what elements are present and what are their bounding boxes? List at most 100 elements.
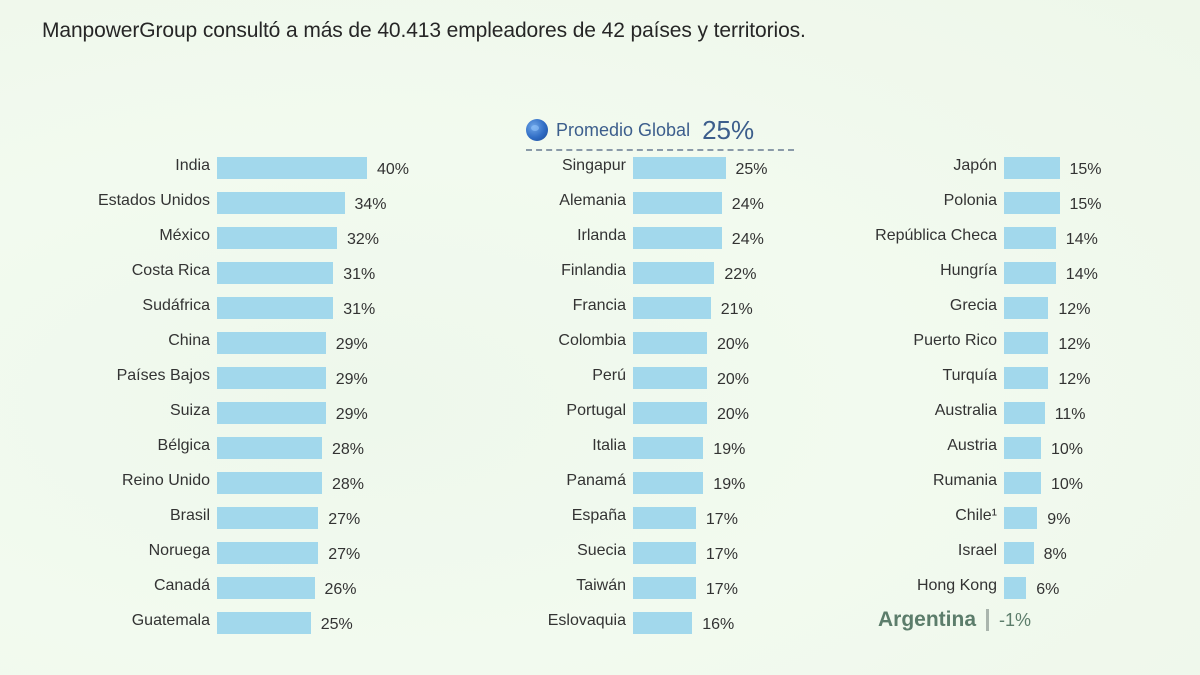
argentina-bar xyxy=(986,609,990,631)
value-label: 12% xyxy=(1058,336,1091,353)
bar xyxy=(633,542,696,564)
value-label: 31% xyxy=(343,266,376,283)
argentina-highlight: Argentina -1% xyxy=(878,608,1031,632)
value-label: 31% xyxy=(343,301,376,318)
category-label: Turquía xyxy=(942,367,997,384)
bar xyxy=(217,507,319,529)
category-label: Eslovaquia xyxy=(547,612,626,629)
bar xyxy=(217,297,334,319)
value-label: 27% xyxy=(328,511,361,528)
category-label: Costa Rica xyxy=(131,262,210,279)
value-label: 17% xyxy=(705,581,738,598)
category-label: Chile¹ xyxy=(955,507,997,524)
value-label: 20% xyxy=(717,371,750,388)
category-label: Brasil xyxy=(169,507,210,524)
bar xyxy=(633,297,711,319)
category-label: Hong Kong xyxy=(916,577,997,594)
bar xyxy=(633,157,726,179)
category-label: Reino Unido xyxy=(121,472,210,489)
category-label: Polonia xyxy=(943,192,997,209)
value-label: 11% xyxy=(1054,406,1086,423)
bar xyxy=(217,332,326,354)
value-label: 10% xyxy=(1051,476,1084,493)
value-label: 19% xyxy=(713,441,746,458)
category-label: Puerto Rico xyxy=(913,332,997,349)
value-label: 26% xyxy=(324,581,357,598)
category-label: Israel xyxy=(957,542,997,559)
value-label: 29% xyxy=(335,336,368,353)
bar xyxy=(1004,192,1060,214)
category-label: Colombia xyxy=(558,332,626,349)
value-label: 12% xyxy=(1058,301,1091,318)
category-label: Bélgica xyxy=(157,437,210,454)
value-label: 20% xyxy=(717,406,750,423)
value-label: 25% xyxy=(735,161,768,178)
value-label: 10% xyxy=(1051,441,1084,458)
bar xyxy=(1004,157,1060,179)
bar xyxy=(1004,437,1041,459)
category-label: Grecia xyxy=(949,297,997,314)
category-label: Irlanda xyxy=(577,227,626,244)
bar xyxy=(217,437,322,459)
value-label: 16% xyxy=(702,616,735,633)
promedio-global: Promedio Global 25% xyxy=(526,113,794,151)
value-label: 28% xyxy=(332,476,365,493)
bar xyxy=(1004,297,1049,319)
category-label: Japón xyxy=(953,157,997,174)
category-label: Guatemala xyxy=(131,612,210,629)
value-label: 32% xyxy=(347,231,380,248)
category-label: Singapur xyxy=(561,157,626,174)
argentina-label: Argentina xyxy=(878,608,977,631)
category-label: Italia xyxy=(592,437,626,454)
bar xyxy=(217,367,326,389)
category-label: Francia xyxy=(572,297,626,314)
value-label: 14% xyxy=(1065,231,1098,248)
category-label: India xyxy=(175,157,210,174)
category-label: Rumania xyxy=(932,472,997,489)
value-label: 24% xyxy=(731,231,764,248)
bar xyxy=(1004,367,1049,389)
bar xyxy=(1004,472,1041,494)
value-label: 34% xyxy=(354,196,387,213)
bar xyxy=(1004,227,1056,249)
bar xyxy=(633,472,704,494)
headline: ManpowerGroup consultó a más de 40.413 e… xyxy=(42,19,806,42)
category-label: Australia xyxy=(934,402,997,419)
bar xyxy=(217,577,315,599)
bar xyxy=(217,262,334,284)
bar xyxy=(633,437,704,459)
category-label: Suiza xyxy=(169,402,210,419)
value-label: 20% xyxy=(717,336,750,353)
category-label: México xyxy=(159,227,210,244)
category-label: Portugal xyxy=(566,402,626,419)
value-label: 15% xyxy=(1069,161,1102,178)
bar xyxy=(633,402,707,424)
bar xyxy=(633,262,715,284)
bar xyxy=(217,402,326,424)
bar xyxy=(633,612,693,634)
value-label: 29% xyxy=(335,406,368,423)
value-label: 17% xyxy=(705,511,738,528)
bar xyxy=(217,472,322,494)
value-label: 6% xyxy=(1036,581,1060,598)
bar xyxy=(217,157,367,179)
value-label: 15% xyxy=(1069,196,1102,213)
category-label: Taiwán xyxy=(576,577,626,594)
value-label: 21% xyxy=(720,301,753,318)
bar xyxy=(1004,262,1056,284)
bar xyxy=(1004,577,1027,599)
category-label: Panamá xyxy=(566,472,626,489)
bar xyxy=(633,577,696,599)
value-label: 17% xyxy=(705,546,738,563)
category-label: Perú xyxy=(592,367,626,384)
globe-icon xyxy=(526,119,548,141)
bar xyxy=(1004,542,1034,564)
bar xyxy=(633,192,722,214)
bar xyxy=(1004,507,1038,529)
category-label: Suecia xyxy=(577,542,626,559)
value-label: 9% xyxy=(1047,511,1071,528)
value-label: 12% xyxy=(1058,371,1091,388)
category-label: Países Bajos xyxy=(116,367,210,384)
promedio-label: Promedio Global xyxy=(556,119,691,140)
value-label: 24% xyxy=(731,196,764,213)
